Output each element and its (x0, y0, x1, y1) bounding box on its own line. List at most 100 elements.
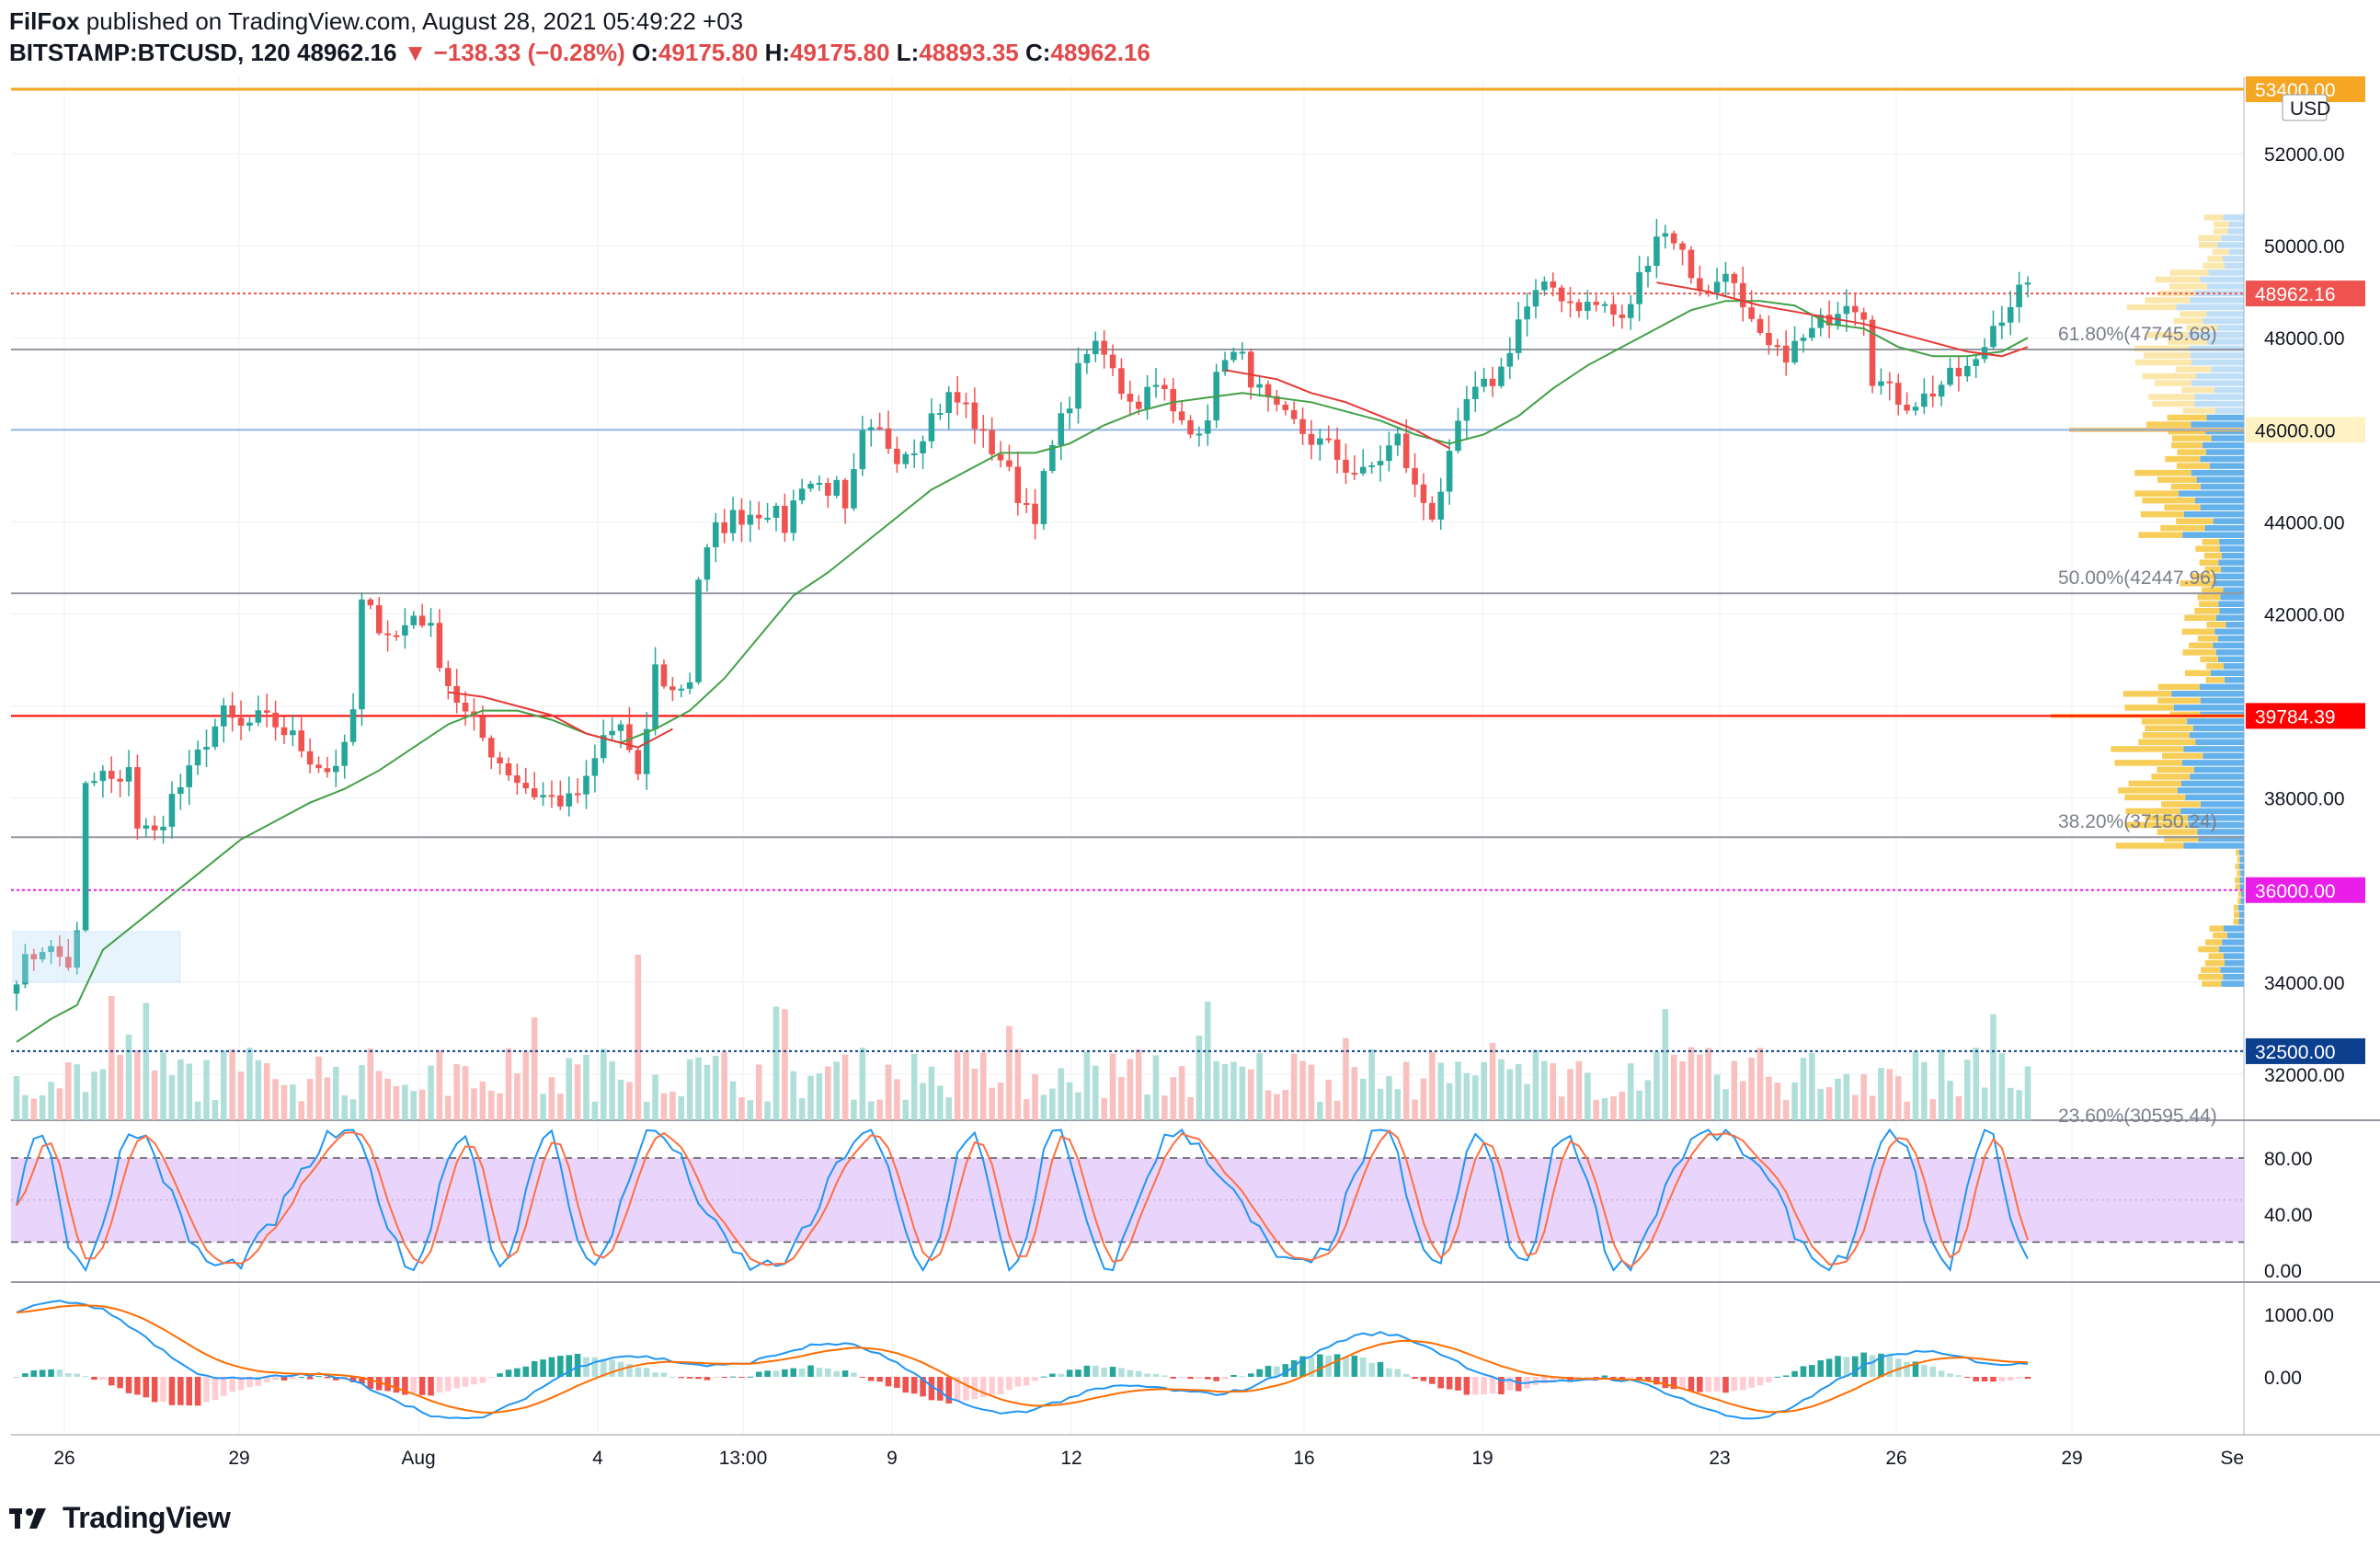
volume-bar (1152, 1055, 1160, 1120)
volume-bar (1713, 1074, 1721, 1120)
candle (782, 493, 788, 542)
candle-body (1256, 384, 1263, 388)
candle (1912, 402, 1919, 416)
macd-hist-bar (1610, 1377, 1617, 1379)
macd-hist-bar (1213, 1377, 1219, 1381)
vp-blue-bar (2239, 884, 2244, 890)
volume-bar (1205, 1001, 1211, 1120)
candle-body (1247, 351, 1254, 388)
macd-hist-bar (410, 1377, 418, 1392)
candle-body (729, 510, 737, 533)
candle-body (2007, 306, 2014, 323)
candle-body (1756, 318, 1764, 333)
volume-bar (1386, 1076, 1392, 1120)
volume-bar (436, 1049, 443, 1120)
vp-blue-bar (2182, 532, 2244, 538)
volume-bar (1308, 1064, 1315, 1120)
candle (1653, 218, 1660, 279)
candle-body (151, 825, 158, 831)
vp-blue-bar (2217, 656, 2244, 663)
candle-body (1878, 381, 1884, 386)
volume-bar (1835, 1078, 1841, 1120)
volume-bar (1135, 1049, 1142, 1120)
candle (229, 692, 235, 732)
candle (531, 772, 538, 800)
candle (713, 512, 719, 563)
volume-bar (1929, 1099, 1937, 1120)
vp-blue-bar (2215, 573, 2244, 579)
macd-hist-bar (1170, 1377, 1177, 1379)
candle (583, 760, 589, 809)
candle-body (359, 599, 365, 710)
price-axis[interactable]: 53400.0048962.1646000.0039784.3936000.00… (2246, 76, 2365, 1389)
candle (1368, 462, 1375, 475)
macd-hist-bar (280, 1377, 288, 1381)
high-label: H: (764, 39, 791, 66)
macd-hist-bar (246, 1377, 253, 1388)
macd-hist-bar (324, 1377, 331, 1379)
candle-body (1394, 433, 1402, 446)
vp-yellow-bar (2138, 532, 2183, 538)
vp-yellow-bar (2237, 870, 2241, 877)
volume-bar (74, 1064, 80, 1120)
candle-body (1170, 389, 1177, 412)
price-chart[interactable]: 61.80%(47745.68) 50.00%(42447.96) 38.20%(3… (0, 0, 2380, 1490)
macd-hist-bar (1662, 1377, 1669, 1389)
volume-bar (1394, 1089, 1402, 1120)
vp-blue-bar (2200, 455, 2244, 463)
candle-body (1636, 271, 1642, 304)
volume-bar (1766, 1076, 1772, 1120)
candle-body (290, 730, 296, 736)
candle (695, 577, 702, 685)
volume-bar (1610, 1095, 1617, 1120)
volume-bar (324, 1077, 331, 1120)
vp-yellow-bar (2162, 752, 2203, 760)
vp-blue-bar (2218, 601, 2244, 608)
vp-yellow-bar (2145, 297, 2191, 304)
vp-blue-bar (2219, 945, 2244, 953)
macd-hist-bar (2016, 1377, 2022, 1379)
volume-bar (1524, 1083, 1530, 1120)
candle-body (772, 506, 780, 518)
candle-body (566, 793, 573, 807)
tradingview-brand[interactable]: TradingView (63, 1500, 231, 1534)
vp-blue-bar (2180, 780, 2244, 787)
volume-bar (375, 1071, 383, 1120)
symbol-name[interactable]: BITSTAMP:BTCUSD, 120 (9, 39, 291, 66)
volume-bar (1912, 1051, 1919, 1120)
macd-hist-bar (1766, 1377, 1772, 1382)
level-badge (2246, 1037, 2365, 1064)
macd-hist-bar (48, 1369, 54, 1377)
time-axis[interactable]: 26 29 Aug 4 13:00 9 12 16 19 23 26 29 Se (53, 1448, 2244, 1469)
volume-bar (263, 1063, 270, 1120)
macd-hist-bar (841, 1370, 849, 1377)
candle-body (1498, 366, 1505, 386)
vp-yellow-bar (2176, 518, 2214, 524)
macd-hist-bar (1705, 1377, 1711, 1392)
candle-body (1075, 362, 1081, 409)
candle-body (418, 615, 426, 626)
candle (747, 500, 754, 543)
candle (841, 477, 849, 524)
vp-blue-bar (2224, 677, 2244, 683)
macd-hist-bar (65, 1373, 72, 1377)
candle (1446, 439, 1453, 505)
candle-body (1998, 322, 2006, 327)
vp-yellow-bar (2184, 614, 2217, 622)
candle-body (910, 453, 918, 455)
candle (1524, 292, 1530, 337)
candle-body (1221, 360, 1229, 372)
author-name[interactable]: FilFox (9, 7, 80, 35)
tradingview-logo-icon[interactable] (9, 1505, 53, 1530)
macd-hist-bar (436, 1377, 443, 1392)
volume-bar (971, 1068, 978, 1120)
candle (160, 815, 166, 844)
vp-blue-bar (2200, 697, 2244, 705)
volume-bar (816, 1073, 823, 1120)
volume-bar (643, 1101, 650, 1120)
macd-hist-bar (1644, 1377, 1652, 1382)
macd-hist-bar (1230, 1374, 1237, 1377)
volume-bar (867, 1101, 875, 1120)
level-badge-label: 39784.39 (2255, 706, 2336, 728)
candle-body (194, 749, 201, 766)
